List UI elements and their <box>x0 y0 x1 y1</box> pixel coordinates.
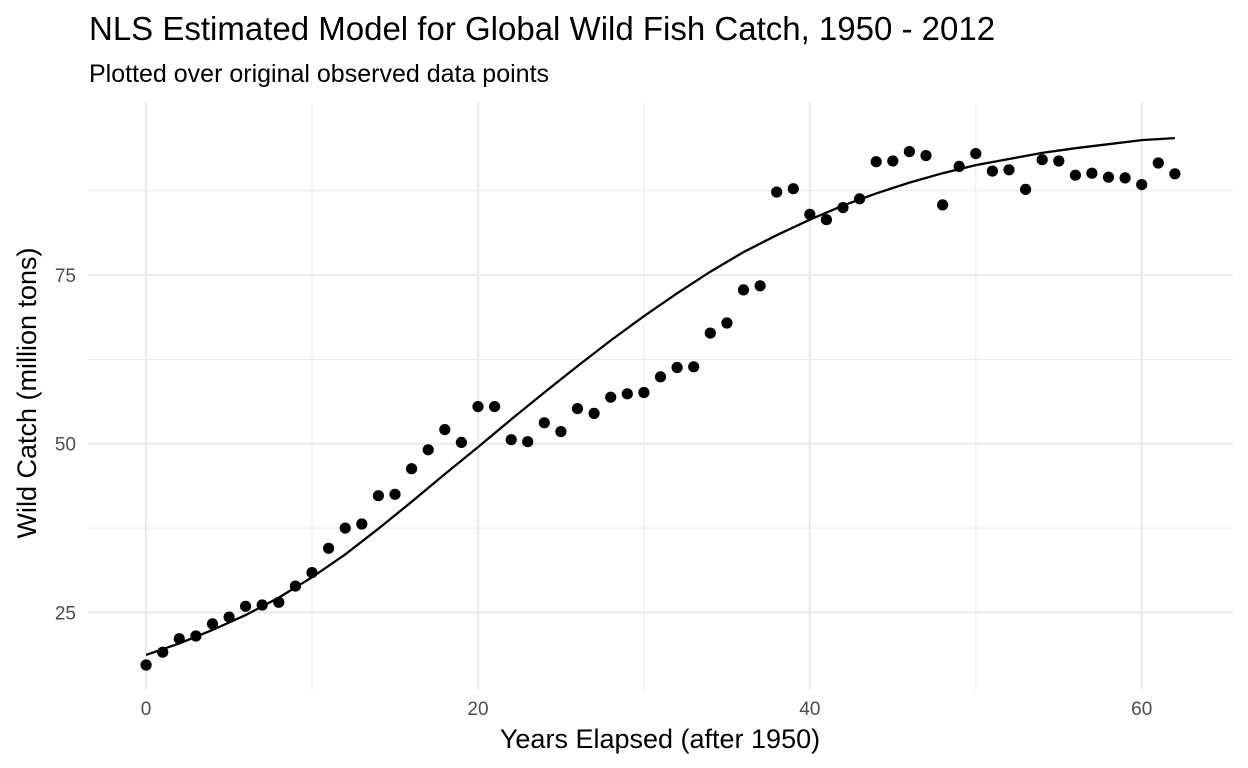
data-point <box>555 426 567 438</box>
data-point <box>737 284 750 296</box>
data-point <box>306 567 318 579</box>
data-point <box>837 202 849 214</box>
data-point <box>339 522 351 534</box>
y-axis-ticks: 25 50 75 <box>55 266 76 624</box>
data-point <box>1020 183 1032 195</box>
data-point <box>903 146 916 158</box>
data-point <box>1003 164 1015 176</box>
data-point <box>654 371 667 383</box>
data-point <box>588 407 600 419</box>
data-point <box>256 599 268 611</box>
data-point <box>870 156 882 168</box>
y-axis-label: Wild Catch (million tons) <box>12 247 42 538</box>
data-point <box>1036 154 1048 166</box>
grid <box>88 103 1233 690</box>
data-point <box>455 436 467 448</box>
data-point <box>323 542 335 554</box>
data-point <box>704 327 716 339</box>
data-point <box>439 424 451 436</box>
data-point <box>173 633 185 645</box>
x-tick-label: 60 <box>1131 699 1152 720</box>
data-point <box>754 280 766 292</box>
data-points <box>140 146 1181 671</box>
data-point <box>1086 167 1098 179</box>
data-point <box>157 646 169 658</box>
data-point <box>206 618 219 630</box>
data-point <box>986 165 999 177</box>
data-point <box>638 386 650 399</box>
data-point <box>538 417 550 429</box>
chart-title: NLS Estimated Model for Global Wild Fish… <box>89 10 995 47</box>
data-point <box>688 361 700 373</box>
data-point <box>937 199 949 211</box>
y-tick-label: 25 <box>55 603 76 624</box>
y-tick-label: 50 <box>55 435 76 456</box>
data-point <box>1169 168 1181 180</box>
data-point <box>1069 169 1081 181</box>
y-tick-label: 75 <box>55 266 76 287</box>
data-point <box>854 193 866 205</box>
data-point <box>1119 172 1131 184</box>
data-point <box>1053 155 1065 167</box>
data-point <box>671 361 683 374</box>
data-point <box>190 630 202 642</box>
data-point <box>240 600 252 612</box>
data-point <box>289 580 301 592</box>
data-point <box>605 391 617 403</box>
data-point <box>273 596 285 608</box>
data-point <box>356 518 368 530</box>
data-point <box>522 436 534 448</box>
data-point <box>372 490 384 502</box>
x-axis-ticks: 0 20 40 60 <box>141 699 1153 720</box>
data-point <box>489 401 501 413</box>
data-point <box>787 183 799 195</box>
data-point <box>1102 171 1115 183</box>
data-point <box>920 150 932 162</box>
x-tick-label: 20 <box>467 699 488 720</box>
data-point <box>621 388 633 400</box>
data-point <box>140 659 152 671</box>
data-point <box>887 155 899 167</box>
data-point <box>406 463 418 475</box>
chart-subtitle: Plotted over original observed data poin… <box>89 60 549 88</box>
data-point <box>953 160 965 172</box>
nls-fit-line <box>145 136 1175 656</box>
x-axis-label: Years Elapsed (after 1950) <box>500 724 820 754</box>
data-point <box>820 214 833 226</box>
data-point <box>422 444 434 456</box>
data-point <box>1152 157 1164 169</box>
data-point <box>505 434 517 446</box>
fit-line-layer <box>145 136 1175 656</box>
data-point <box>804 208 816 220</box>
data-point <box>571 403 584 415</box>
data-point <box>771 186 783 198</box>
x-tick-label: 40 <box>799 699 820 720</box>
data-point <box>1136 179 1148 191</box>
x-tick-label: 0 <box>141 699 152 720</box>
data-point <box>721 317 733 329</box>
data-point <box>223 611 235 623</box>
data-point <box>472 401 484 413</box>
data-point <box>389 488 401 500</box>
data-point <box>970 148 982 160</box>
